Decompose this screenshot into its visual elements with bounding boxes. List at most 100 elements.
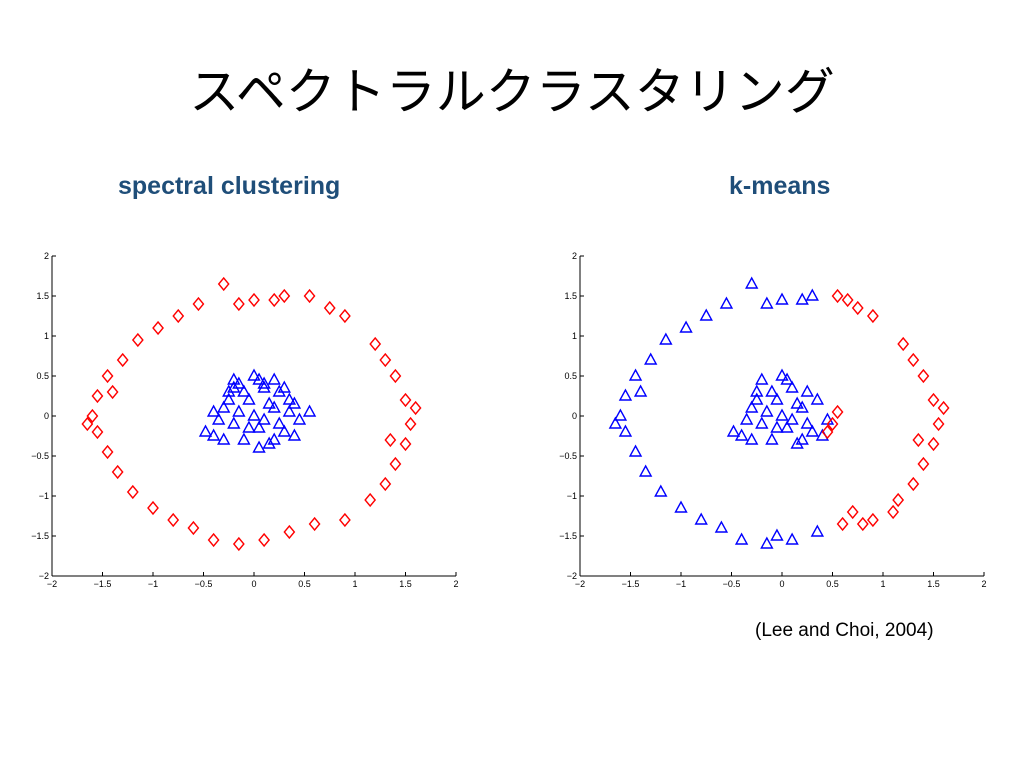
blue-triangle-point — [222, 384, 236, 397]
blue-triangle-point — [217, 400, 231, 413]
blue-triangle-point — [282, 404, 297, 417]
red-diamond-point — [917, 456, 930, 472]
scatter-plot-spectral: −2 −1.5 −1 −0.5 0 0.5 1 1.5 2 2 1.5 1 0.5 0 −0.5 −1 −1.5… — [31, 251, 458, 589]
blue-triangle-point — [628, 444, 643, 457]
red-diamond-point — [258, 532, 271, 548]
blue-triangle-point — [790, 396, 804, 409]
red-diamond-point — [907, 476, 920, 492]
blue-triangle-point — [659, 332, 673, 345]
blue-triangle-point — [267, 400, 281, 413]
y-tick-label: 2 — [572, 251, 577, 261]
red-diamond-point — [821, 424, 834, 440]
blue-triangle-point — [805, 288, 819, 301]
blue-triangle-point — [679, 320, 693, 333]
blue-triangle-point — [780, 420, 794, 433]
red-diamond-point — [856, 516, 869, 532]
blue-triangle-point — [272, 416, 286, 429]
red-diamond-point — [851, 300, 864, 316]
blue-triangle-point — [755, 416, 769, 429]
y-tick-label: 2 — [44, 251, 49, 261]
blue-triangle-point — [222, 392, 236, 405]
blue-triangle-point — [257, 380, 271, 393]
blue-triangle-point — [699, 308, 713, 321]
blue-triangle-point — [775, 408, 789, 421]
blue-triangle-point — [750, 392, 764, 405]
y-tick-label: 0.5 — [36, 371, 49, 381]
citation: (Lee and Choi, 2004) — [755, 620, 934, 641]
red-diamond-point — [927, 392, 940, 408]
x-tick-label: 2 — [981, 579, 986, 589]
blue-triangle-point — [272, 384, 286, 397]
blue-triangle-point — [198, 424, 213, 437]
x-tick-label: 0.5 — [826, 579, 839, 589]
blue-triangle-point — [734, 428, 749, 441]
blue-triangle-point — [217, 432, 231, 445]
y-tick-label: 0 — [572, 411, 577, 421]
red-diamond-point — [937, 400, 950, 416]
red-diamond-point — [399, 436, 412, 452]
red-diamond-point — [248, 292, 260, 308]
red-diamond-point — [917, 368, 930, 384]
blue-triangle-point — [206, 404, 221, 417]
red-diamond-point — [232, 296, 245, 312]
blue-triangle-point — [795, 432, 809, 445]
x-tick-label: 0.5 — [298, 579, 311, 589]
blue-triangle-point — [633, 384, 648, 397]
blue-triangle-point — [232, 404, 246, 417]
red-diamond-point — [384, 432, 397, 448]
blue-triangle-point — [760, 296, 774, 309]
blue-triangle-point — [302, 404, 317, 417]
blue-triangle-point — [242, 420, 256, 433]
red-diamond-point — [283, 524, 296, 540]
blue-triangle-point — [262, 436, 276, 449]
y-tick-label: −1.5 — [31, 531, 49, 541]
blue-triangle-point — [287, 396, 302, 409]
red-diamond-point — [364, 492, 377, 508]
blue-triangle-point — [785, 412, 799, 425]
blue-triangle-point — [726, 424, 741, 437]
blue-triangle-point — [247, 368, 261, 381]
blue-triangle-point — [745, 432, 759, 445]
red-diamond-point — [111, 464, 124, 480]
blue-triangle-point — [775, 292, 789, 305]
blue-triangle-point — [277, 380, 291, 393]
blue-triangle-point — [750, 384, 764, 397]
red-diamond-point — [846, 504, 859, 520]
blue-triangle-point — [790, 436, 804, 449]
blue-triangle-point — [770, 528, 784, 541]
blue-triangle-point — [247, 408, 261, 421]
scatter-plot-kmeans: −2 −1.5 −1 −0.5 0 0.5 1 1.5 2 2 1.5 1 0.5 0 −0.5 −1 −1.5… — [559, 251, 986, 589]
red-diamond-point — [91, 424, 104, 440]
blue-triangle-point — [257, 412, 271, 425]
red-diamond-point — [192, 296, 205, 312]
blue-triangle-point — [795, 400, 809, 413]
blue-triangle-point — [206, 428, 221, 441]
red-diamond-point — [131, 332, 144, 348]
x-tick-label: −2 — [575, 579, 585, 589]
red-diamond-point — [338, 512, 351, 528]
chart-title-spectral: spectral clustering — [118, 172, 341, 200]
x-tick-label: −1.5 — [94, 579, 112, 589]
y-tick-label: −1 — [39, 491, 49, 501]
red-diamond-point — [831, 404, 844, 420]
red-diamond-point — [912, 432, 925, 448]
red-diamond-point — [379, 476, 392, 492]
blue-triangle-point — [267, 432, 281, 445]
red-diamond-point — [389, 456, 402, 472]
red-diamond-point — [278, 288, 291, 304]
red-diamond-point — [106, 384, 119, 400]
red-diamond-point — [217, 276, 230, 292]
y-tick-label: −0.5 — [31, 451, 49, 461]
blue-triangle-point — [292, 412, 307, 425]
red-diamond-point — [897, 336, 910, 352]
blue-triangle-point — [237, 384, 251, 397]
blue-triangle-point — [628, 368, 643, 381]
red-diamond-point — [907, 352, 920, 368]
y-tick-label: 1 — [572, 331, 577, 341]
red-diamond-point — [147, 500, 159, 516]
blue-triangle-point — [644, 352, 658, 365]
blue-triangle-point — [252, 372, 266, 385]
y-tick-label: 1.5 — [36, 291, 49, 301]
y-tick-label: 0.5 — [564, 371, 577, 381]
blue-triangle-point — [618, 424, 633, 437]
